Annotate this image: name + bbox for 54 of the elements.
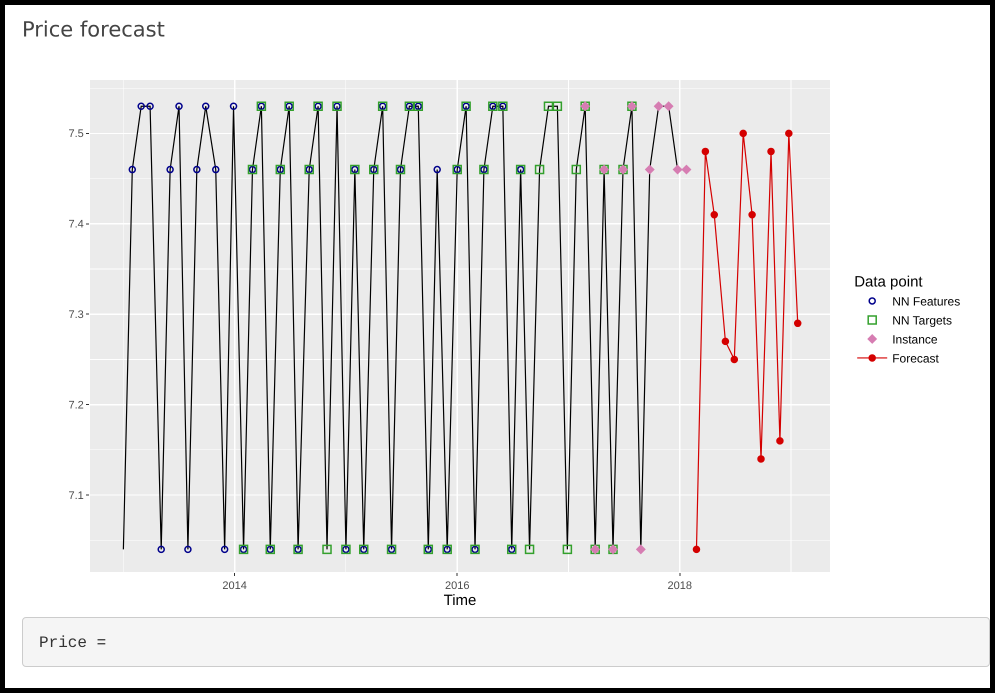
point	[702, 148, 710, 156]
point	[202, 102, 210, 110]
point	[184, 546, 192, 554]
point	[757, 455, 765, 463]
point	[748, 211, 756, 219]
y-tick-label: 7.3	[68, 309, 84, 322]
point	[544, 101, 554, 111]
point	[322, 544, 332, 554]
point	[534, 164, 544, 174]
legend-label: Instance	[892, 332, 938, 347]
point	[166, 166, 174, 174]
point	[710, 211, 718, 219]
point	[730, 356, 738, 364]
legend-label: NN Features	[892, 294, 960, 309]
point	[739, 130, 747, 138]
point	[776, 437, 784, 445]
text: Price =	[22, 617, 990, 667]
point	[572, 164, 582, 174]
point	[128, 166, 136, 174]
point	[785, 130, 793, 138]
point	[175, 102, 183, 110]
point	[672, 164, 682, 174]
point	[682, 164, 692, 174]
point	[137, 102, 145, 110]
point	[645, 164, 654, 174]
point	[692, 546, 700, 554]
point	[552, 101, 562, 111]
point	[157, 546, 165, 554]
point	[794, 320, 802, 328]
point	[654, 102, 664, 111]
x-axis-title: Time	[444, 592, 476, 610]
y-tick-label: 7.1	[68, 490, 84, 502]
point	[146, 102, 154, 110]
point	[722, 338, 730, 346]
y-tick-label: 7.2	[68, 400, 84, 412]
y-tick-label: 7.4	[68, 218, 84, 231]
point	[524, 544, 534, 554]
point	[433, 166, 441, 174]
point	[636, 544, 646, 554]
point	[212, 166, 220, 174]
point	[230, 102, 238, 110]
point	[220, 546, 228, 554]
point	[664, 102, 674, 111]
legend-label: NN Targets	[892, 314, 952, 328]
legend-title: Data point	[854, 273, 924, 290]
point	[193, 166, 201, 174]
x-tick-label: 2018	[668, 580, 692, 592]
point	[562, 544, 572, 554]
chart-title: Price forecast	[22, 18, 165, 42]
x-tick-label: 2014	[222, 580, 247, 592]
x-tick-label: 2016	[444, 580, 470, 592]
point	[767, 148, 775, 156]
y-tick-label: 7.5	[68, 128, 84, 140]
legend-label: Forecast	[892, 352, 940, 366]
